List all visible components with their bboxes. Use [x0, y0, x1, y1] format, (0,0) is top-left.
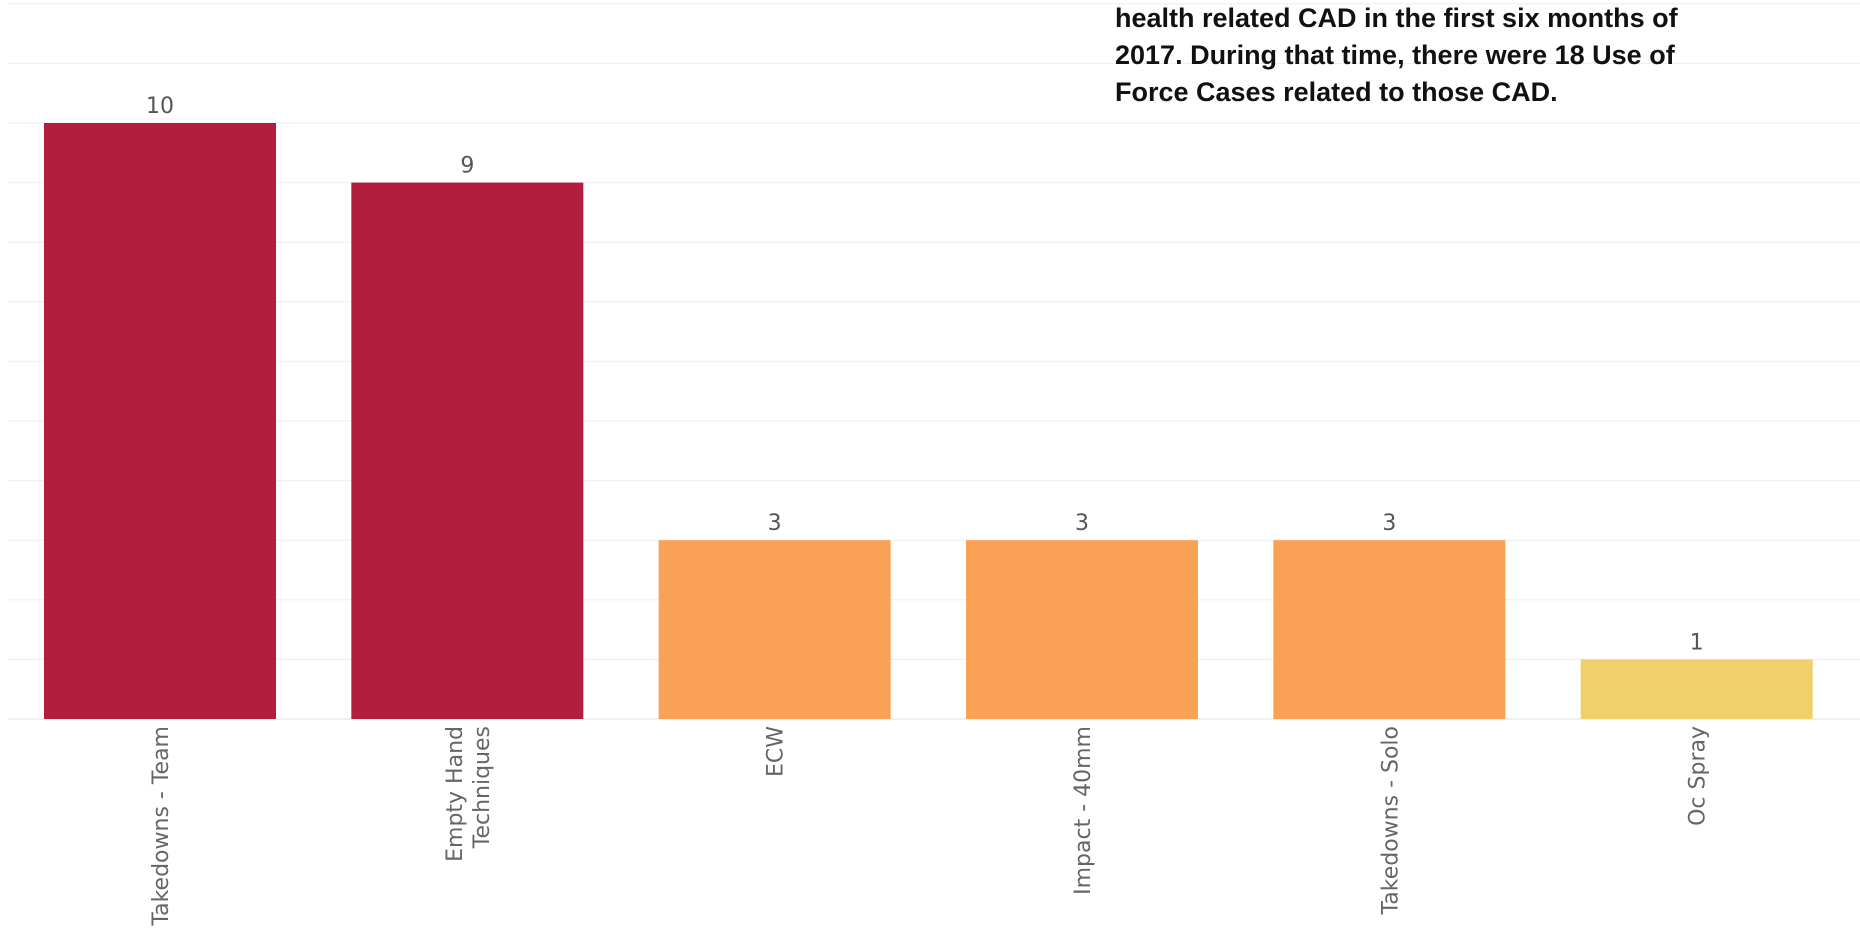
annotation-text: health related CAD in the first six mont… [1115, 0, 1835, 111]
category-tick-label-line: Empty Hand [443, 726, 468, 862]
category-tick-label-line: Techniques [470, 726, 495, 849]
category-tick-label-line: ECW [764, 726, 789, 777]
category-tick-label: Takedowns - Team [149, 726, 174, 927]
data-label: 9 [460, 154, 474, 179]
data-label: 1 [1690, 630, 1704, 655]
annotation-line-1: health related CAD in the first six mont… [1115, 3, 1678, 33]
bar [44, 123, 276, 719]
data-label: 3 [768, 511, 782, 536]
annotation-line-2: 2017. During that time, there were 18 Us… [1115, 40, 1675, 70]
category-tick-label: ECW [764, 726, 789, 777]
category-tick-label-line: Impact - 40mm [1071, 726, 1096, 895]
data-label: 10 [146, 94, 174, 119]
gridlines [8, 3, 1860, 720]
category-tick-label: Takedowns - Solo [1378, 726, 1403, 916]
bars [44, 123, 1813, 720]
data-label: 3 [1075, 511, 1089, 536]
bar [1580, 659, 1813, 719]
category-tick-label-line: Oc Spray [1686, 726, 1711, 826]
category-tick-labels: Takedowns - Team Empty HandTechniques ECW I… [149, 726, 1711, 927]
category-tick-label-line: Takedowns - Team [149, 726, 174, 927]
category-tick-label-line: Takedowns - Solo [1378, 726, 1403, 916]
data-label: 3 [1382, 511, 1396, 536]
bar [351, 182, 584, 720]
category-tick-label: Empty HandTechniques [443, 726, 495, 862]
annotation-line-3: Force Cases related to those CAD. [1115, 77, 1558, 107]
category-tick-label: Impact - 40mm [1071, 726, 1096, 895]
bar [1273, 540, 1506, 719]
data-labels: 10 9 3 3 3 1 [146, 94, 1704, 655]
bar [658, 540, 891, 719]
bar [966, 540, 1198, 719]
category-tick-label: Oc Spray [1686, 726, 1711, 826]
